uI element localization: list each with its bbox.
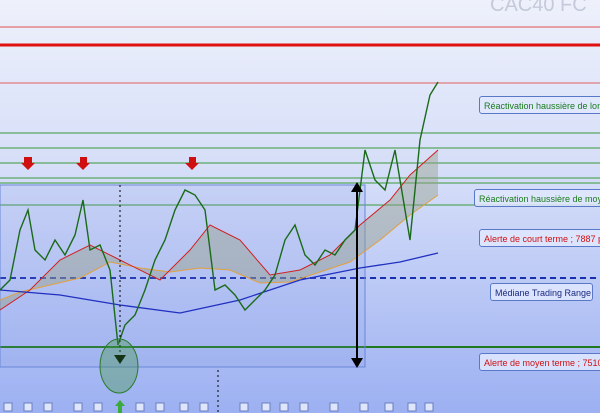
chart-title: CAC40 FC xyxy=(490,0,587,16)
annotation: Réactivation haussière de long xyxy=(479,96,600,114)
arrow-head xyxy=(114,355,126,364)
short-average xyxy=(0,149,439,311)
toolbar-icons xyxy=(3,400,434,413)
long-average xyxy=(0,252,439,314)
lower-band xyxy=(0,194,439,301)
low-circle xyxy=(99,338,139,394)
annotation: Médiane Trading Range xyxy=(490,283,593,301)
signal-arrows xyxy=(21,157,199,170)
annotation: Alerte de moyen terme ; 7510 xyxy=(479,353,600,371)
range-arrow xyxy=(351,182,363,368)
price-path xyxy=(0,81,439,346)
levels xyxy=(0,26,600,368)
annotation: Réactivation haussière de moye xyxy=(474,189,600,207)
annotation: Alerte de court terme ; 7887 p xyxy=(479,229,600,247)
